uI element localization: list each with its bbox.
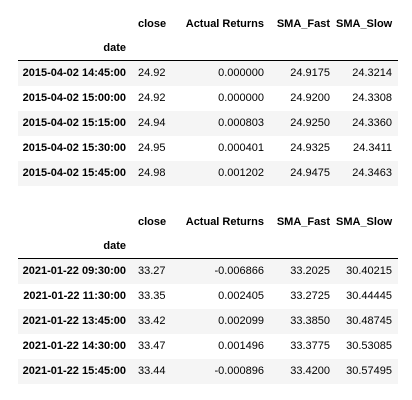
cell-sma-fast: 33.3775 [290,340,330,352]
index-corner [18,12,132,36]
column-header-actual-returns: Actual Returns [185,216,264,228]
cell-sma-fast: 24.9475 [290,167,330,179]
dataframe-head-table: close Actual Returns SMA_Fast SMA_Slow d… [18,12,398,186]
column-header-close: close [138,216,167,228]
column-header-sma-slow: SMA_Slow [336,216,393,228]
row-index-date: 2021-01-22 11:30:00 [23,290,126,302]
row-index-date: 2015-04-02 15:15:00 [22,117,126,129]
cell-sma-fast: 24.9250 [290,117,330,129]
cell-close: 24.98 [138,167,166,179]
cell-sma-fast: 33.2025 [290,265,330,277]
table-row: 2015-04-02 15:00:00 24.92 0.000000 24.92… [18,86,398,111]
row-index-date: 2015-04-02 14:45:00 [22,67,126,79]
row-index-date: 2021-01-22 15:45:00 [22,365,126,377]
table-row: 2015-04-02 14:45:00 24.92 0.000000 24.91… [18,60,398,86]
cell-sma-slow: 30.57495 [346,365,392,377]
table-row: 2021-01-22 14:30:00 33.47 0.001496 33.37… [18,334,398,359]
cell-close: 33.27 [138,265,166,277]
row-index-date: 2021-01-22 09:30:00 [22,265,126,277]
table-row: 2021-01-22 09:30:00 33.27 -0.006866 33.2… [18,258,398,284]
dataframe-tail-table: close Actual Returns SMA_Fast SMA_Slow d… [18,210,398,384]
cell-actual-returns: 0.002405 [218,290,264,302]
cell-sma-slow: 30.48745 [346,315,392,327]
cell-actual-returns: 0.001202 [218,167,264,179]
cell-sma-fast: 24.9325 [290,142,330,154]
table-row: 2015-04-02 15:15:00 24.94 0.000803 24.92… [18,111,398,136]
cell-actual-returns: 0.000000 [218,92,264,104]
cell-sma-fast: 24.9175 [290,67,330,79]
cell-sma-slow: 30.44445 [346,290,392,302]
table-row: 2021-01-22 13:45:00 33.42 0.002099 33.38… [18,309,398,334]
cell-sma-slow: 24.3360 [352,117,392,129]
cell-actual-returns: 0.001496 [218,340,264,352]
cell-actual-returns: -0.000896 [214,365,264,377]
cell-sma-slow: 24.3214 [352,67,392,79]
cell-sma-slow: 24.3308 [352,92,392,104]
cell-sma-fast: 33.3850 [290,315,330,327]
cell-close: 24.94 [138,117,166,129]
index-name-header: date [103,42,126,54]
cell-sma-slow: 30.40215 [346,265,392,277]
table-header: close Actual Returns SMA_Fast SMA_Slow d… [18,210,398,259]
column-header-actual-returns: Actual Returns [185,18,264,30]
cell-sma-slow: 30.53085 [346,340,392,352]
cell-close: 24.92 [138,67,166,79]
row-index-date: 2021-01-22 14:30:00 [22,340,126,352]
column-header-sma-fast: SMA_Fast [276,18,330,30]
table-row: 2021-01-22 11:30:00 33.35 0.002405 33.27… [18,284,398,309]
cell-actual-returns: 0.002099 [218,315,264,327]
index-name-header: date [103,240,126,252]
cell-sma-fast: 33.2725 [290,290,330,302]
table-body: 2021-01-22 09:30:00 33.27 -0.006866 33.2… [18,258,398,384]
cell-close: 24.95 [138,142,166,154]
row-index-date: 2021-01-22 13:45:00 [22,315,126,327]
table-body: 2015-04-02 14:45:00 24.92 0.000000 24.91… [18,60,398,186]
table-row: 2015-04-02 15:45:00 24.98 0.001202 24.94… [18,161,398,186]
cell-actual-returns: 0.000000 [218,67,264,79]
cell-close: 24.92 [138,92,166,104]
cell-close: 33.44 [138,365,166,377]
column-header-sma-slow: SMA_Slow [336,18,393,30]
table-row: 2015-04-02 15:30:00 24.95 0.000401 24.93… [18,136,398,161]
row-index-date: 2015-04-02 15:45:00 [22,167,126,179]
cell-actual-returns: -0.006866 [214,265,264,277]
cell-close: 33.42 [138,315,166,327]
column-header-sma-fast: SMA_Fast [276,216,330,228]
cell-sma-fast: 24.9200 [290,92,330,104]
row-index-date: 2015-04-02 15:30:00 [22,142,126,154]
cell-actual-returns: 0.000803 [218,117,264,129]
cell-close: 33.47 [138,340,166,352]
table-row: 2021-01-22 15:45:00 33.44 -0.000896 33.4… [18,359,398,384]
cell-close: 33.35 [138,290,166,302]
cell-sma-slow: 24.3411 [353,142,392,154]
table-header: close Actual Returns SMA_Fast SMA_Slow d… [18,12,398,61]
cell-actual-returns: 0.000401 [218,142,264,154]
column-header-close: close [138,18,167,30]
cell-sma-slow: 24.3463 [352,167,392,179]
index-corner [18,210,132,234]
cell-sma-fast: 33.4200 [290,365,330,377]
row-index-date: 2015-04-02 15:00:00 [22,92,126,104]
